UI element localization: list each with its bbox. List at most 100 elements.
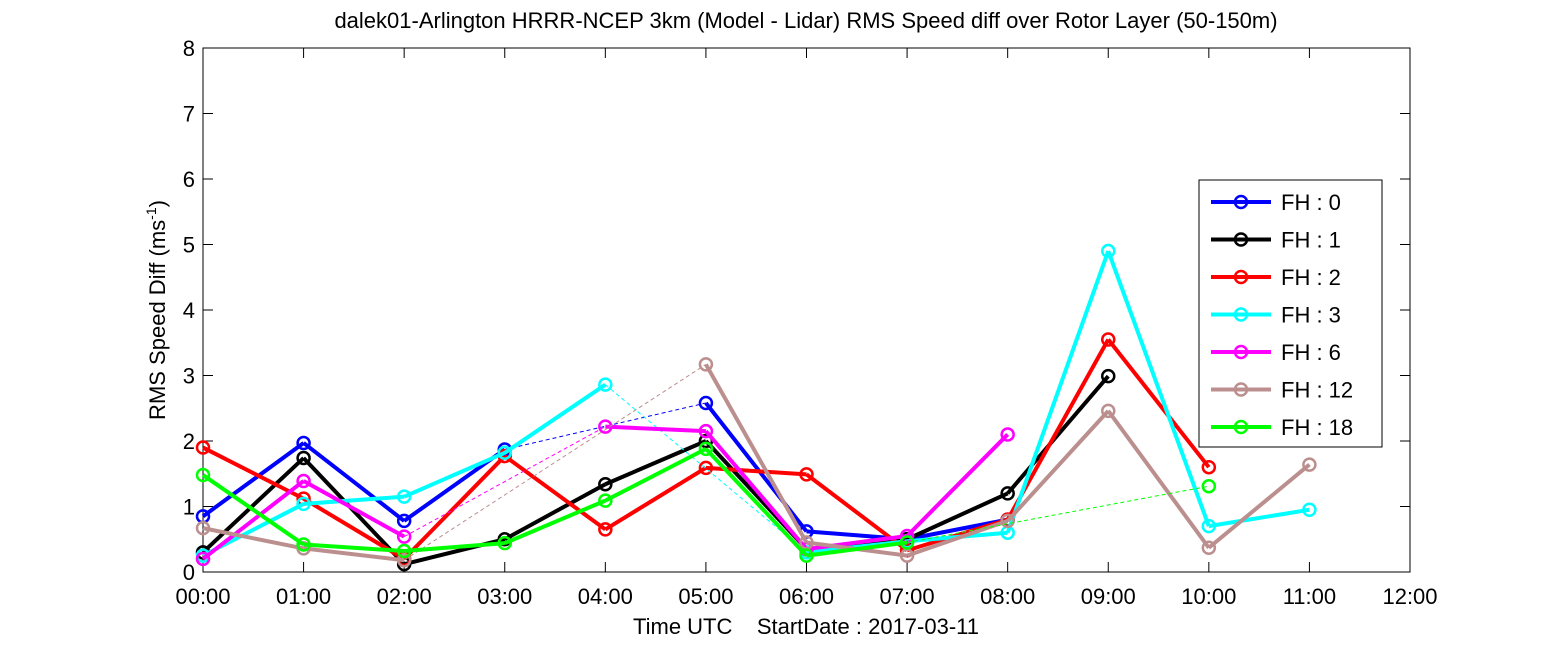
data-point bbox=[698, 395, 714, 411]
data-point bbox=[1101, 243, 1116, 259]
data-point bbox=[799, 548, 814, 563]
series-line-segment bbox=[604, 466, 707, 532]
y-tick-label: 8 bbox=[183, 36, 195, 61]
data-point bbox=[698, 357, 714, 372]
data-point bbox=[296, 537, 311, 552]
data-point bbox=[497, 535, 512, 551]
data-point bbox=[1201, 478, 1217, 494]
series-line-segment bbox=[404, 541, 505, 554]
data-point bbox=[497, 445, 512, 461]
data-point bbox=[296, 450, 311, 466]
series-gap-segment bbox=[605, 384, 807, 553]
series-line-segment bbox=[403, 450, 506, 499]
series-line-segment bbox=[905, 433, 1010, 538]
data-point bbox=[1101, 368, 1116, 384]
data-point bbox=[698, 460, 714, 476]
series-6 bbox=[195, 441, 1217, 563]
data-point bbox=[195, 551, 211, 567]
data-point bbox=[598, 377, 613, 392]
data-point bbox=[598, 476, 613, 492]
data-point bbox=[598, 522, 613, 537]
series-line-segment bbox=[302, 456, 406, 566]
x-tick-label: 11:00 bbox=[1283, 584, 1336, 609]
x-tick-label: 01:00 bbox=[276, 584, 331, 609]
series-line-segment bbox=[1208, 507, 1310, 529]
series-line-segment bbox=[503, 383, 607, 455]
y-tick-label: 7 bbox=[183, 102, 195, 127]
series-gap-segment bbox=[403, 363, 707, 561]
y-axis-label-close: ) bbox=[145, 200, 170, 207]
data-point bbox=[1101, 332, 1116, 347]
data-point bbox=[1201, 459, 1217, 475]
legend-label: FH : 6 bbox=[1281, 340, 1341, 365]
data-point bbox=[1201, 540, 1217, 556]
x-tick-label: 09:00 bbox=[1081, 584, 1136, 609]
x-tick-label: 06:00 bbox=[779, 584, 834, 609]
legend-label: FH : 2 bbox=[1281, 265, 1341, 290]
y-axis: 0 1 2 3 4 5 6 7 8 bbox=[183, 36, 1410, 585]
data-point bbox=[698, 423, 714, 439]
series-line-segment bbox=[201, 456, 305, 554]
legend-label: FH : 1 bbox=[1281, 228, 1341, 253]
series-line-segment bbox=[201, 441, 305, 518]
legend: FH : 0 FH : 1 FH : 2 FH : 3 FH : 6 FH : 12 FH … bbox=[1198, 179, 1383, 448]
data-point bbox=[1000, 513, 1015, 529]
series-line-segment bbox=[201, 473, 305, 547]
x-tick-label: 10:00 bbox=[1181, 584, 1236, 609]
series-line-segment bbox=[1006, 374, 1110, 495]
legend-label: FH : 0 bbox=[1281, 190, 1341, 215]
data-point bbox=[396, 543, 412, 559]
series-4 bbox=[195, 419, 1015, 567]
data-point bbox=[396, 552, 412, 568]
series-line-segment bbox=[302, 479, 406, 539]
data-point bbox=[195, 467, 211, 483]
y-tick-label: 1 bbox=[183, 495, 195, 520]
series-gap-segment bbox=[906, 485, 1209, 544]
series-gap-segment bbox=[403, 426, 606, 538]
chart-title: dalek01-Arlington HRRR-NCEP 3km (Model -… bbox=[334, 8, 1277, 33]
legend-label: FH : 12 bbox=[1281, 378, 1353, 403]
data-point bbox=[1000, 486, 1015, 501]
legend-swatch-marker bbox=[1233, 382, 1249, 397]
data-point bbox=[1302, 502, 1317, 518]
series-line-segment bbox=[302, 441, 406, 523]
legend-label: FH : 18 bbox=[1281, 415, 1353, 440]
series-line-segment bbox=[503, 482, 607, 542]
y-axis-label-main: RMS Speed Diff (ms bbox=[145, 220, 170, 420]
data-point bbox=[195, 440, 211, 455]
data-point bbox=[899, 535, 915, 550]
series-line-segment bbox=[605, 424, 707, 434]
data-point bbox=[296, 435, 311, 451]
x-tick-label: 05:00 bbox=[678, 584, 733, 609]
series-line-segment bbox=[303, 494, 405, 506]
series-line-segment bbox=[704, 429, 809, 551]
series-line-segment bbox=[806, 533, 908, 552]
x-axis: 00:00 01:00 02:00 03:00 04:00 05:00 06:00 07:00… bbox=[175, 48, 1438, 609]
x-tick-label: 08:00 bbox=[980, 584, 1035, 609]
y-tick-label: 0 bbox=[183, 560, 195, 585]
series-line-segment bbox=[604, 447, 707, 503]
data-point bbox=[899, 528, 915, 544]
data-point bbox=[296, 496, 311, 512]
data-point bbox=[698, 441, 714, 457]
series-line-segment bbox=[1106, 338, 1211, 469]
series-line-segment bbox=[201, 479, 305, 561]
series-line-segment bbox=[704, 363, 809, 544]
legend-swatch-marker bbox=[1233, 269, 1249, 285]
series-line-segment bbox=[704, 447, 808, 557]
legend-label: FH : 3 bbox=[1281, 303, 1341, 328]
data-point bbox=[296, 473, 311, 489]
y-tick-label: 5 bbox=[183, 233, 195, 258]
data-point bbox=[1302, 457, 1317, 472]
series-line-segment bbox=[202, 445, 305, 501]
x-axis-label: Time UTC StartDate : 2017-03-11 bbox=[633, 614, 979, 639]
legend-swatch-marker bbox=[1233, 307, 1249, 322]
y-axis-label-sup: -1 bbox=[143, 207, 159, 220]
y-axis-label: RMS Speed Diff (ms-1) bbox=[143, 200, 170, 420]
series-line-segment bbox=[503, 498, 607, 546]
series-line-segment bbox=[402, 454, 507, 561]
series-line-segment bbox=[1207, 463, 1311, 550]
data-point bbox=[1101, 403, 1116, 419]
